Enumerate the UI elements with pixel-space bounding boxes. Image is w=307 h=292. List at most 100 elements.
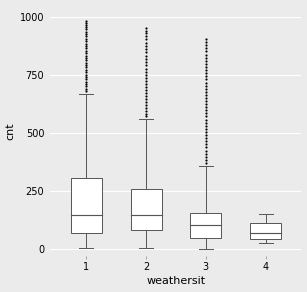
Point: [144, 28, 149, 33]
Point: [144, 96, 149, 101]
Point: [144, 114, 149, 119]
Point: [203, 49, 208, 54]
Point: [144, 44, 149, 48]
Point: [84, 56, 89, 60]
Point: [144, 57, 149, 61]
Point: [203, 37, 208, 41]
Point: [84, 34, 89, 39]
Point: [84, 70, 89, 75]
Point: [84, 25, 89, 29]
Point: [84, 19, 89, 24]
Point: [84, 67, 89, 72]
Point: [84, 51, 89, 55]
Point: [144, 50, 149, 55]
Point: [84, 36, 89, 41]
Point: [84, 63, 89, 67]
Point: [84, 72, 89, 77]
Point: [203, 102, 208, 107]
Point: [203, 80, 208, 85]
Point: [203, 68, 208, 72]
Point: [144, 79, 149, 84]
Point: [84, 22, 89, 27]
Point: [144, 111, 149, 116]
Point: [84, 58, 89, 62]
Point: [144, 63, 149, 68]
Point: [84, 21, 89, 25]
Point: [203, 151, 208, 156]
Point: [84, 86, 89, 91]
Bar: [130, 189, 161, 230]
Point: [203, 99, 208, 103]
Point: [84, 46, 89, 51]
Point: [203, 130, 208, 134]
Point: [203, 55, 208, 60]
Point: [203, 40, 208, 45]
Point: [203, 161, 208, 165]
Point: [203, 65, 208, 69]
X-axis label: weathersit: weathersit: [146, 277, 205, 286]
Point: [84, 53, 89, 58]
Point: [203, 43, 208, 48]
Point: [84, 77, 89, 82]
Point: [203, 157, 208, 162]
Point: [203, 123, 208, 128]
Point: [203, 77, 208, 82]
Point: [144, 69, 149, 74]
Point: [84, 84, 89, 88]
Point: [203, 133, 208, 137]
Point: [203, 120, 208, 125]
Point: [203, 136, 208, 140]
Point: [203, 62, 208, 66]
Point: [144, 91, 149, 95]
Point: [144, 94, 149, 98]
Point: [84, 44, 89, 48]
Point: [84, 29, 89, 34]
Point: [144, 40, 149, 45]
Point: [84, 48, 89, 53]
Point: [144, 60, 149, 65]
Point: [203, 46, 208, 51]
Point: [84, 79, 89, 84]
Point: [84, 75, 89, 79]
Point: [203, 139, 208, 144]
Point: [203, 105, 208, 110]
Bar: [71, 178, 102, 233]
Point: [84, 27, 89, 32]
Point: [203, 71, 208, 76]
Point: [203, 83, 208, 88]
Point: [203, 145, 208, 150]
Point: [144, 105, 149, 110]
Point: [203, 89, 208, 94]
Point: [203, 148, 208, 153]
Point: [144, 53, 149, 58]
Point: [144, 81, 149, 86]
Point: [203, 127, 208, 131]
Point: [84, 39, 89, 44]
Point: [144, 73, 149, 77]
Point: [144, 47, 149, 51]
Point: [203, 108, 208, 113]
Point: [203, 93, 208, 97]
Point: [144, 76, 149, 80]
Point: [203, 86, 208, 91]
Bar: [190, 213, 221, 238]
Y-axis label: cnt: cnt: [6, 122, 16, 140]
Point: [144, 99, 149, 104]
Point: [84, 32, 89, 36]
Point: [144, 109, 149, 113]
Point: [203, 117, 208, 122]
Point: [84, 65, 89, 70]
Point: [203, 95, 208, 100]
Point: [144, 31, 149, 36]
Point: [84, 88, 89, 93]
Point: [144, 25, 149, 30]
Point: [203, 52, 208, 57]
Point: [144, 37, 149, 42]
Point: [144, 34, 149, 39]
Point: [203, 74, 208, 79]
Bar: [250, 223, 281, 239]
Point: [84, 41, 89, 46]
Point: [84, 81, 89, 86]
Point: [144, 85, 149, 90]
Point: [203, 154, 208, 159]
